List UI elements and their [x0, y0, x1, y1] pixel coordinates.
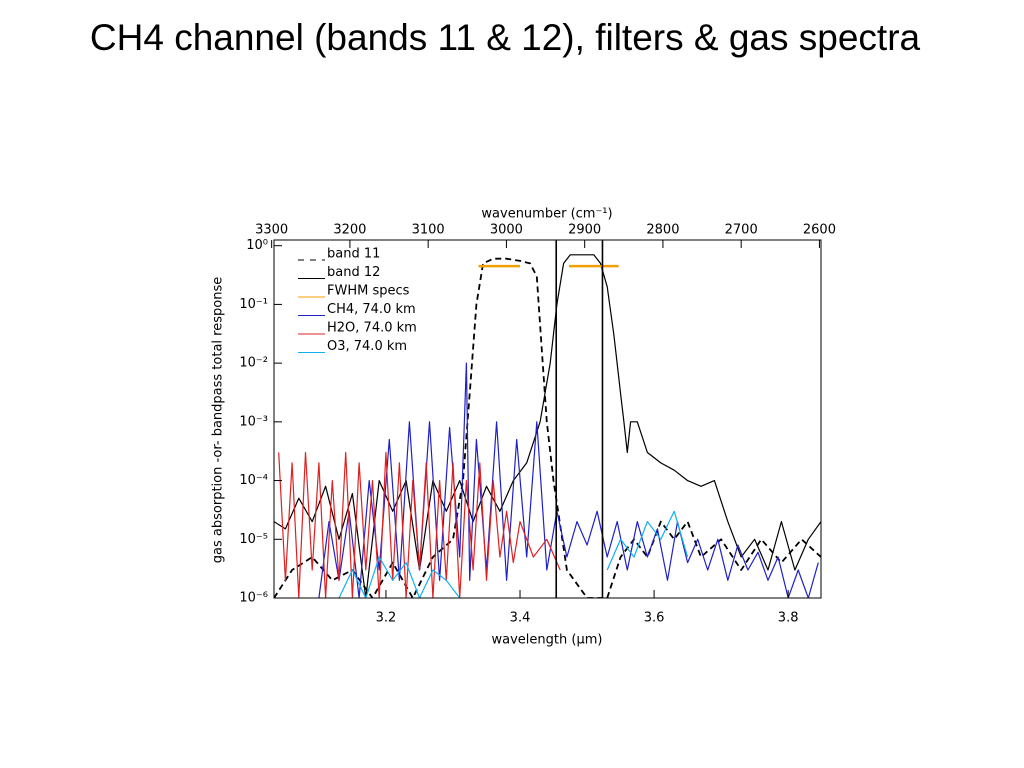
y-axis-label: gas absorption -or- bandpass total respo… — [211, 277, 226, 563]
x-tick-label: 3.6 — [644, 611, 665, 626]
legend-label: CH4, 74.0 km — [327, 302, 416, 317]
series-line — [274, 257, 821, 598]
legend-label: FWHM specs — [327, 284, 410, 299]
y-tick-label: 10⁻⁴ — [239, 473, 268, 488]
series-line — [278, 451, 561, 598]
legend-label: O3, 74.0 km — [327, 339, 407, 354]
y-tick-label: 10⁰ — [246, 238, 268, 253]
y-tick-label: 10⁻⁵ — [239, 532, 268, 547]
x2-tick-label: 3000 — [490, 223, 523, 238]
x2-tick-label: 2600 — [803, 223, 836, 238]
x2-tick-label: 3100 — [412, 223, 445, 238]
x-axis-label: wavelength (µm) — [492, 633, 603, 648]
x2-tick-label: 2800 — [646, 223, 679, 238]
legend-label: H2O, 74.0 km — [327, 321, 417, 336]
plot-frame — [273, 239, 822, 599]
series-line — [318, 362, 819, 598]
y-tick-label: 10⁻³ — [239, 414, 268, 429]
slide-title: CH4 channel (bands 11 & 12), filters & g… — [89, 17, 921, 58]
plot-area — [274, 240, 821, 598]
x-tick-label: 3.4 — [510, 611, 531, 626]
x2-axis-label: wavenumber (cm⁻¹) — [481, 207, 612, 222]
x2-tick-label: 2900 — [568, 223, 601, 238]
x-tick-label: 3.8 — [778, 611, 799, 626]
y-tick-label: 10⁻⁶ — [239, 591, 268, 606]
x2-tick-label: 2700 — [725, 223, 758, 238]
series-line — [338, 510, 689, 598]
x2-tick-label: 3200 — [333, 223, 366, 238]
series-line — [274, 254, 821, 598]
legend-label: band 12 — [327, 265, 380, 280]
x2-tick-label: 3300 — [255, 223, 288, 238]
legend-label: band 11 — [327, 247, 380, 262]
x-tick-label: 3.2 — [376, 611, 397, 626]
y-tick-label: 10⁻² — [239, 356, 268, 371]
y-tick-label: 10⁻¹ — [239, 297, 268, 312]
